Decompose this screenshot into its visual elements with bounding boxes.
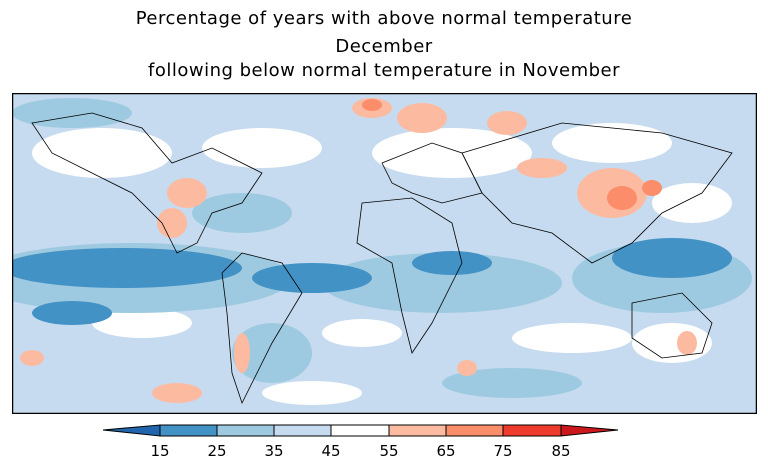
map-subtitle-month: December: [335, 36, 433, 57]
continent-outlines: [31, 112, 733, 405]
colorbar-45-55: [330, 424, 390, 437]
white-regions: [32, 123, 732, 405]
colorbar-65-75: [445, 424, 504, 437]
colorbar-above-85: [560, 424, 619, 437]
colorbar-tick-label: 15: [150, 442, 169, 460]
colorbar-below-15: [102, 424, 161, 437]
colorbar-55-65: [388, 424, 447, 437]
colorbar-15-25: [159, 424, 218, 437]
world-temperature-map: [12, 93, 757, 414]
colorbar-tick-label: 55: [379, 442, 398, 460]
colorbar-legend: 15 25 35 45 55 65 75 85: [102, 424, 619, 460]
colorbar-tick-label: 45: [321, 442, 340, 460]
red-regions: [362, 99, 662, 210]
colorbar-tick-label: 75: [493, 442, 512, 460]
colorbar-35-45: [273, 424, 332, 437]
colorbar-25-35: [216, 424, 275, 437]
map-subtitle-condition: following below normal temperature in No…: [147, 60, 621, 81]
map-title: Percentage of years with above normal te…: [135, 8, 633, 29]
colorbar-tick-label: 25: [207, 442, 226, 460]
colorbar-tick-label: 35: [264, 442, 283, 460]
dark-blue-regions: [12, 238, 732, 325]
colorbar-tick-label: 85: [551, 442, 570, 460]
colorbar-tick-label: 65: [436, 442, 455, 460]
colorbar-75-85: [502, 424, 562, 437]
